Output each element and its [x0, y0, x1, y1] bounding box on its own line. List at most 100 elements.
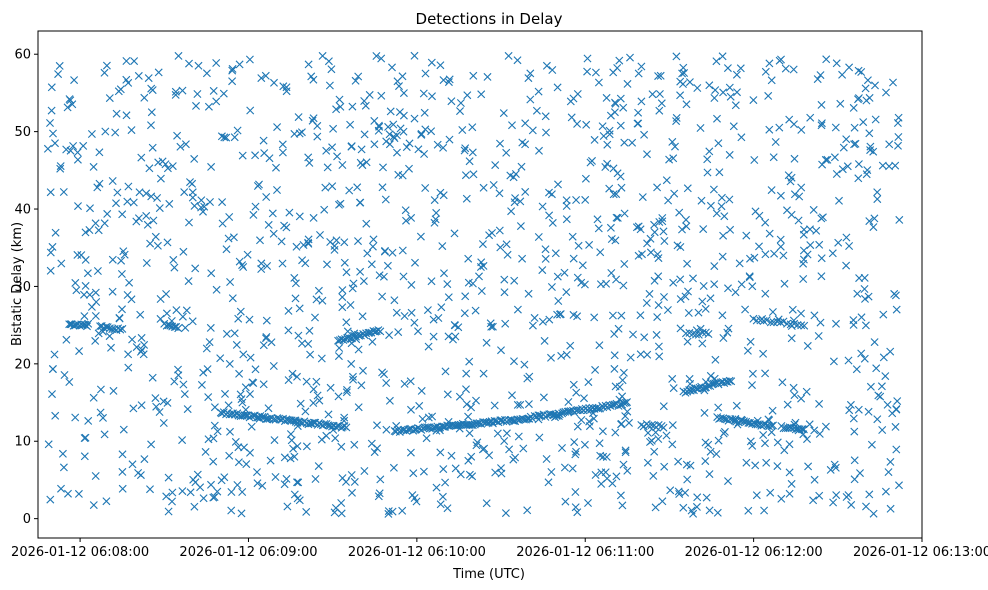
- data-point: [596, 280, 605, 289]
- data-point: [234, 458, 243, 467]
- data-point: [568, 464, 577, 473]
- data-point: [309, 114, 318, 123]
- data-point: [304, 239, 313, 248]
- data-point: [222, 133, 231, 142]
- data-point: [360, 130, 369, 139]
- data-point: [348, 372, 357, 381]
- data-point: [682, 222, 691, 231]
- data-point: [407, 308, 416, 317]
- data-point: [48, 365, 57, 374]
- data-point: [384, 509, 393, 518]
- data-point: [85, 290, 94, 299]
- data-point: [806, 225, 814, 234]
- data-point: [210, 421, 219, 430]
- data-point: [866, 146, 875, 155]
- data-point: [170, 263, 179, 272]
- data-point: [221, 389, 229, 398]
- data-point: [477, 90, 486, 99]
- data-point: [513, 305, 522, 314]
- data-point: [277, 237, 286, 246]
- data-point: [222, 329, 231, 338]
- data-point: [212, 285, 221, 294]
- x-tick-label: 2026-01-12 06:09:00: [179, 545, 317, 560]
- data-point: [304, 153, 313, 162]
- data-point: [545, 315, 554, 324]
- data-point: [849, 320, 858, 329]
- data-point: [270, 78, 278, 87]
- data-point: [658, 217, 667, 226]
- data-point: [873, 188, 882, 197]
- data-point: [439, 76, 448, 85]
- data-point: [547, 190, 556, 199]
- data-point: [302, 442, 311, 451]
- data-point: [91, 472, 100, 480]
- data-point: [77, 251, 86, 260]
- data-point: [75, 347, 84, 356]
- data-point: [265, 154, 274, 163]
- data-point: [290, 129, 299, 138]
- data-point: [395, 108, 404, 117]
- data-point: [258, 481, 267, 490]
- data-point: [179, 380, 188, 389]
- data-point: [382, 425, 391, 434]
- data-point: [125, 278, 134, 287]
- data-point: [118, 467, 127, 476]
- data-point: [390, 296, 399, 305]
- data-point: [359, 366, 367, 375]
- data-point: [278, 140, 287, 149]
- data-point: [549, 411, 558, 419]
- data-point: [415, 401, 424, 410]
- data-point: [394, 328, 403, 337]
- data-point: [621, 446, 630, 455]
- data-point: [430, 218, 439, 227]
- data-point: [47, 83, 56, 92]
- data-point: [428, 412, 437, 421]
- data-point: [309, 213, 318, 222]
- data-point: [190, 201, 199, 210]
- data-point: [168, 488, 177, 497]
- data-point: [357, 145, 366, 154]
- data-point: [361, 101, 370, 110]
- data-point: [467, 403, 476, 412]
- data-point: [892, 305, 901, 314]
- data-point: [199, 207, 207, 216]
- data-point: [311, 475, 320, 483]
- data-point: [684, 309, 693, 317]
- data-point: [829, 357, 838, 366]
- data-point: [682, 215, 690, 224]
- data-point: [136, 471, 145, 480]
- data-point: [602, 93, 611, 102]
- data-point: [375, 122, 384, 131]
- data-point: [713, 114, 721, 123]
- data-point: [697, 196, 706, 205]
- data-point: [621, 448, 630, 457]
- data-point: [321, 183, 330, 192]
- data-point: [790, 120, 798, 129]
- data-point: [834, 238, 843, 247]
- data-point: [614, 324, 623, 333]
- data-point: [616, 172, 625, 181]
- data-point: [378, 292, 387, 301]
- data-point: [348, 102, 357, 111]
- data-point: [236, 390, 245, 399]
- data-point: [324, 410, 333, 419]
- data-point: [477, 287, 486, 295]
- data-point: [477, 258, 486, 267]
- data-point: [68, 100, 77, 109]
- data-point: [775, 123, 784, 132]
- data-point: [222, 245, 231, 254]
- data-point: [147, 192, 156, 201]
- data-point: [402, 216, 410, 225]
- data-point: [497, 469, 506, 478]
- data-point: [407, 405, 415, 414]
- data-point: [337, 499, 346, 507]
- data-point: [409, 469, 418, 478]
- data-point: [124, 350, 133, 359]
- data-point: [112, 199, 120, 208]
- data-point: [152, 402, 161, 411]
- data-point: [495, 189, 504, 198]
- data-point: [56, 164, 65, 173]
- data-point: [845, 406, 854, 415]
- data-point: [65, 378, 74, 386]
- data-point: [773, 317, 782, 326]
